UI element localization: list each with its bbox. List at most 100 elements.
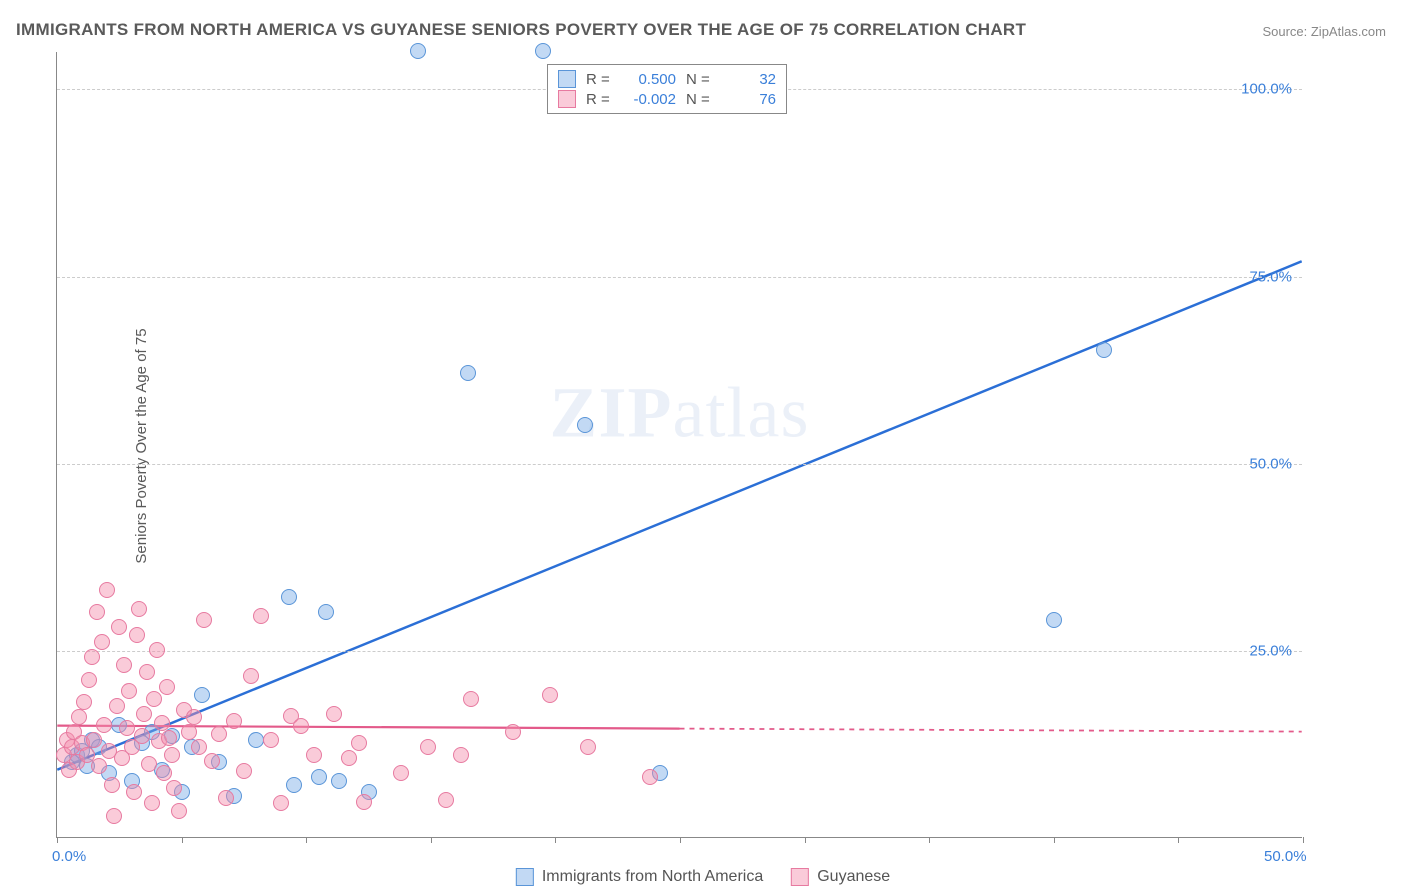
data-point-gy — [106, 808, 122, 824]
y-tick-label: 50.0% — [1249, 455, 1292, 472]
x-tick — [1178, 837, 1179, 843]
data-point-na — [318, 604, 334, 620]
data-point-gy — [580, 739, 596, 755]
data-point-gy — [204, 753, 220, 769]
data-point-gy — [136, 706, 152, 722]
data-point-gy — [164, 747, 180, 763]
data-point-gy — [191, 739, 207, 755]
data-point-na — [248, 732, 264, 748]
series-label-gy: Guyanese — [817, 868, 890, 886]
data-point-na — [331, 773, 347, 789]
series-legend-item-gy: Guyanese — [791, 868, 890, 886]
data-point-gy — [71, 709, 87, 725]
trend-line — [57, 261, 1301, 769]
series-legend-item-na: Immigrants from North America — [516, 868, 763, 886]
data-point-gy — [96, 717, 112, 733]
data-point-gy — [263, 732, 279, 748]
data-point-na — [1096, 342, 1112, 358]
data-point-gy — [156, 765, 172, 781]
source-attribution: Source: ZipAtlas.com — [1262, 24, 1386, 39]
x-axis-min-label: 0.0% — [52, 848, 86, 865]
data-point-gy — [226, 713, 242, 729]
gridline — [57, 651, 1302, 652]
data-point-gy — [159, 679, 175, 695]
watermark-rest: atlas — [673, 373, 810, 453]
data-point-gy — [129, 627, 145, 643]
source-name: ZipAtlas.com — [1311, 24, 1386, 39]
watermark-bold: ZIP — [550, 373, 673, 453]
data-point-gy — [211, 726, 227, 742]
data-point-gy — [89, 604, 105, 620]
data-point-gy — [76, 694, 92, 710]
r-value-na: 0.500 — [622, 71, 676, 88]
data-point-gy — [84, 649, 100, 665]
data-point-gy — [463, 691, 479, 707]
plot-area: ZIPatlas R = 0.500 N = 32 R = -0.002 N =… — [56, 52, 1302, 838]
data-point-gy — [104, 777, 120, 793]
data-point-gy — [161, 730, 177, 746]
x-tick — [182, 837, 183, 843]
data-point-gy — [393, 765, 409, 781]
series-label-na: Immigrants from North America — [542, 868, 763, 886]
data-point-gy — [306, 747, 322, 763]
n-label: N = — [686, 71, 712, 88]
data-point-gy — [293, 718, 309, 734]
trend-lines-svg — [57, 52, 1302, 837]
data-point-na — [577, 417, 593, 433]
y-tick-label: 25.0% — [1249, 642, 1292, 659]
data-point-gy — [146, 691, 162, 707]
data-point-na — [311, 769, 327, 785]
y-tick-label: 75.0% — [1249, 268, 1292, 285]
r-value-gy: -0.002 — [622, 91, 676, 108]
data-point-gy — [253, 608, 269, 624]
x-tick — [805, 837, 806, 843]
data-point-gy — [131, 601, 147, 617]
data-point-gy — [126, 784, 142, 800]
watermark: ZIPatlas — [550, 372, 810, 455]
x-axis-max-label: 50.0% — [1264, 848, 1307, 865]
x-tick — [680, 837, 681, 843]
trend-line — [680, 729, 1302, 732]
x-tick — [1303, 837, 1304, 843]
x-tick — [431, 837, 432, 843]
n-value-gy: 76 — [722, 91, 776, 108]
data-point-gy — [141, 756, 157, 772]
data-point-gy — [86, 732, 102, 748]
data-point-gy — [149, 642, 165, 658]
data-point-gy — [420, 739, 436, 755]
data-point-gy — [186, 709, 202, 725]
data-point-gy — [273, 795, 289, 811]
data-point-gy — [642, 769, 658, 785]
data-point-gy — [166, 780, 182, 796]
data-point-gy — [121, 683, 137, 699]
source-prefix: Source: — [1262, 24, 1310, 39]
data-point-gy — [218, 790, 234, 806]
gridline — [57, 277, 1302, 278]
swatch-na — [516, 868, 534, 886]
data-point-gy — [111, 619, 127, 635]
data-point-gy — [351, 735, 367, 751]
data-point-gy — [139, 664, 155, 680]
swatch-gy — [791, 868, 809, 886]
r-label: R = — [586, 91, 612, 108]
x-tick — [306, 837, 307, 843]
data-point-gy — [181, 724, 197, 740]
data-point-na — [281, 589, 297, 605]
data-point-gy — [81, 672, 97, 688]
data-point-gy — [236, 763, 252, 779]
data-point-gy — [171, 803, 187, 819]
chart-title: IMMIGRANTS FROM NORTH AMERICA VS GUYANES… — [16, 20, 1026, 40]
data-point-gy — [453, 747, 469, 763]
data-point-gy — [542, 687, 558, 703]
swatch-na — [558, 70, 576, 88]
data-point-gy — [119, 720, 135, 736]
x-tick — [929, 837, 930, 843]
data-point-gy — [91, 758, 107, 774]
data-point-gy — [356, 794, 372, 810]
data-point-gy — [116, 657, 132, 673]
gridline — [57, 464, 1302, 465]
data-point-na — [286, 777, 302, 793]
x-tick — [57, 837, 58, 843]
n-value-na: 32 — [722, 71, 776, 88]
x-tick — [1054, 837, 1055, 843]
